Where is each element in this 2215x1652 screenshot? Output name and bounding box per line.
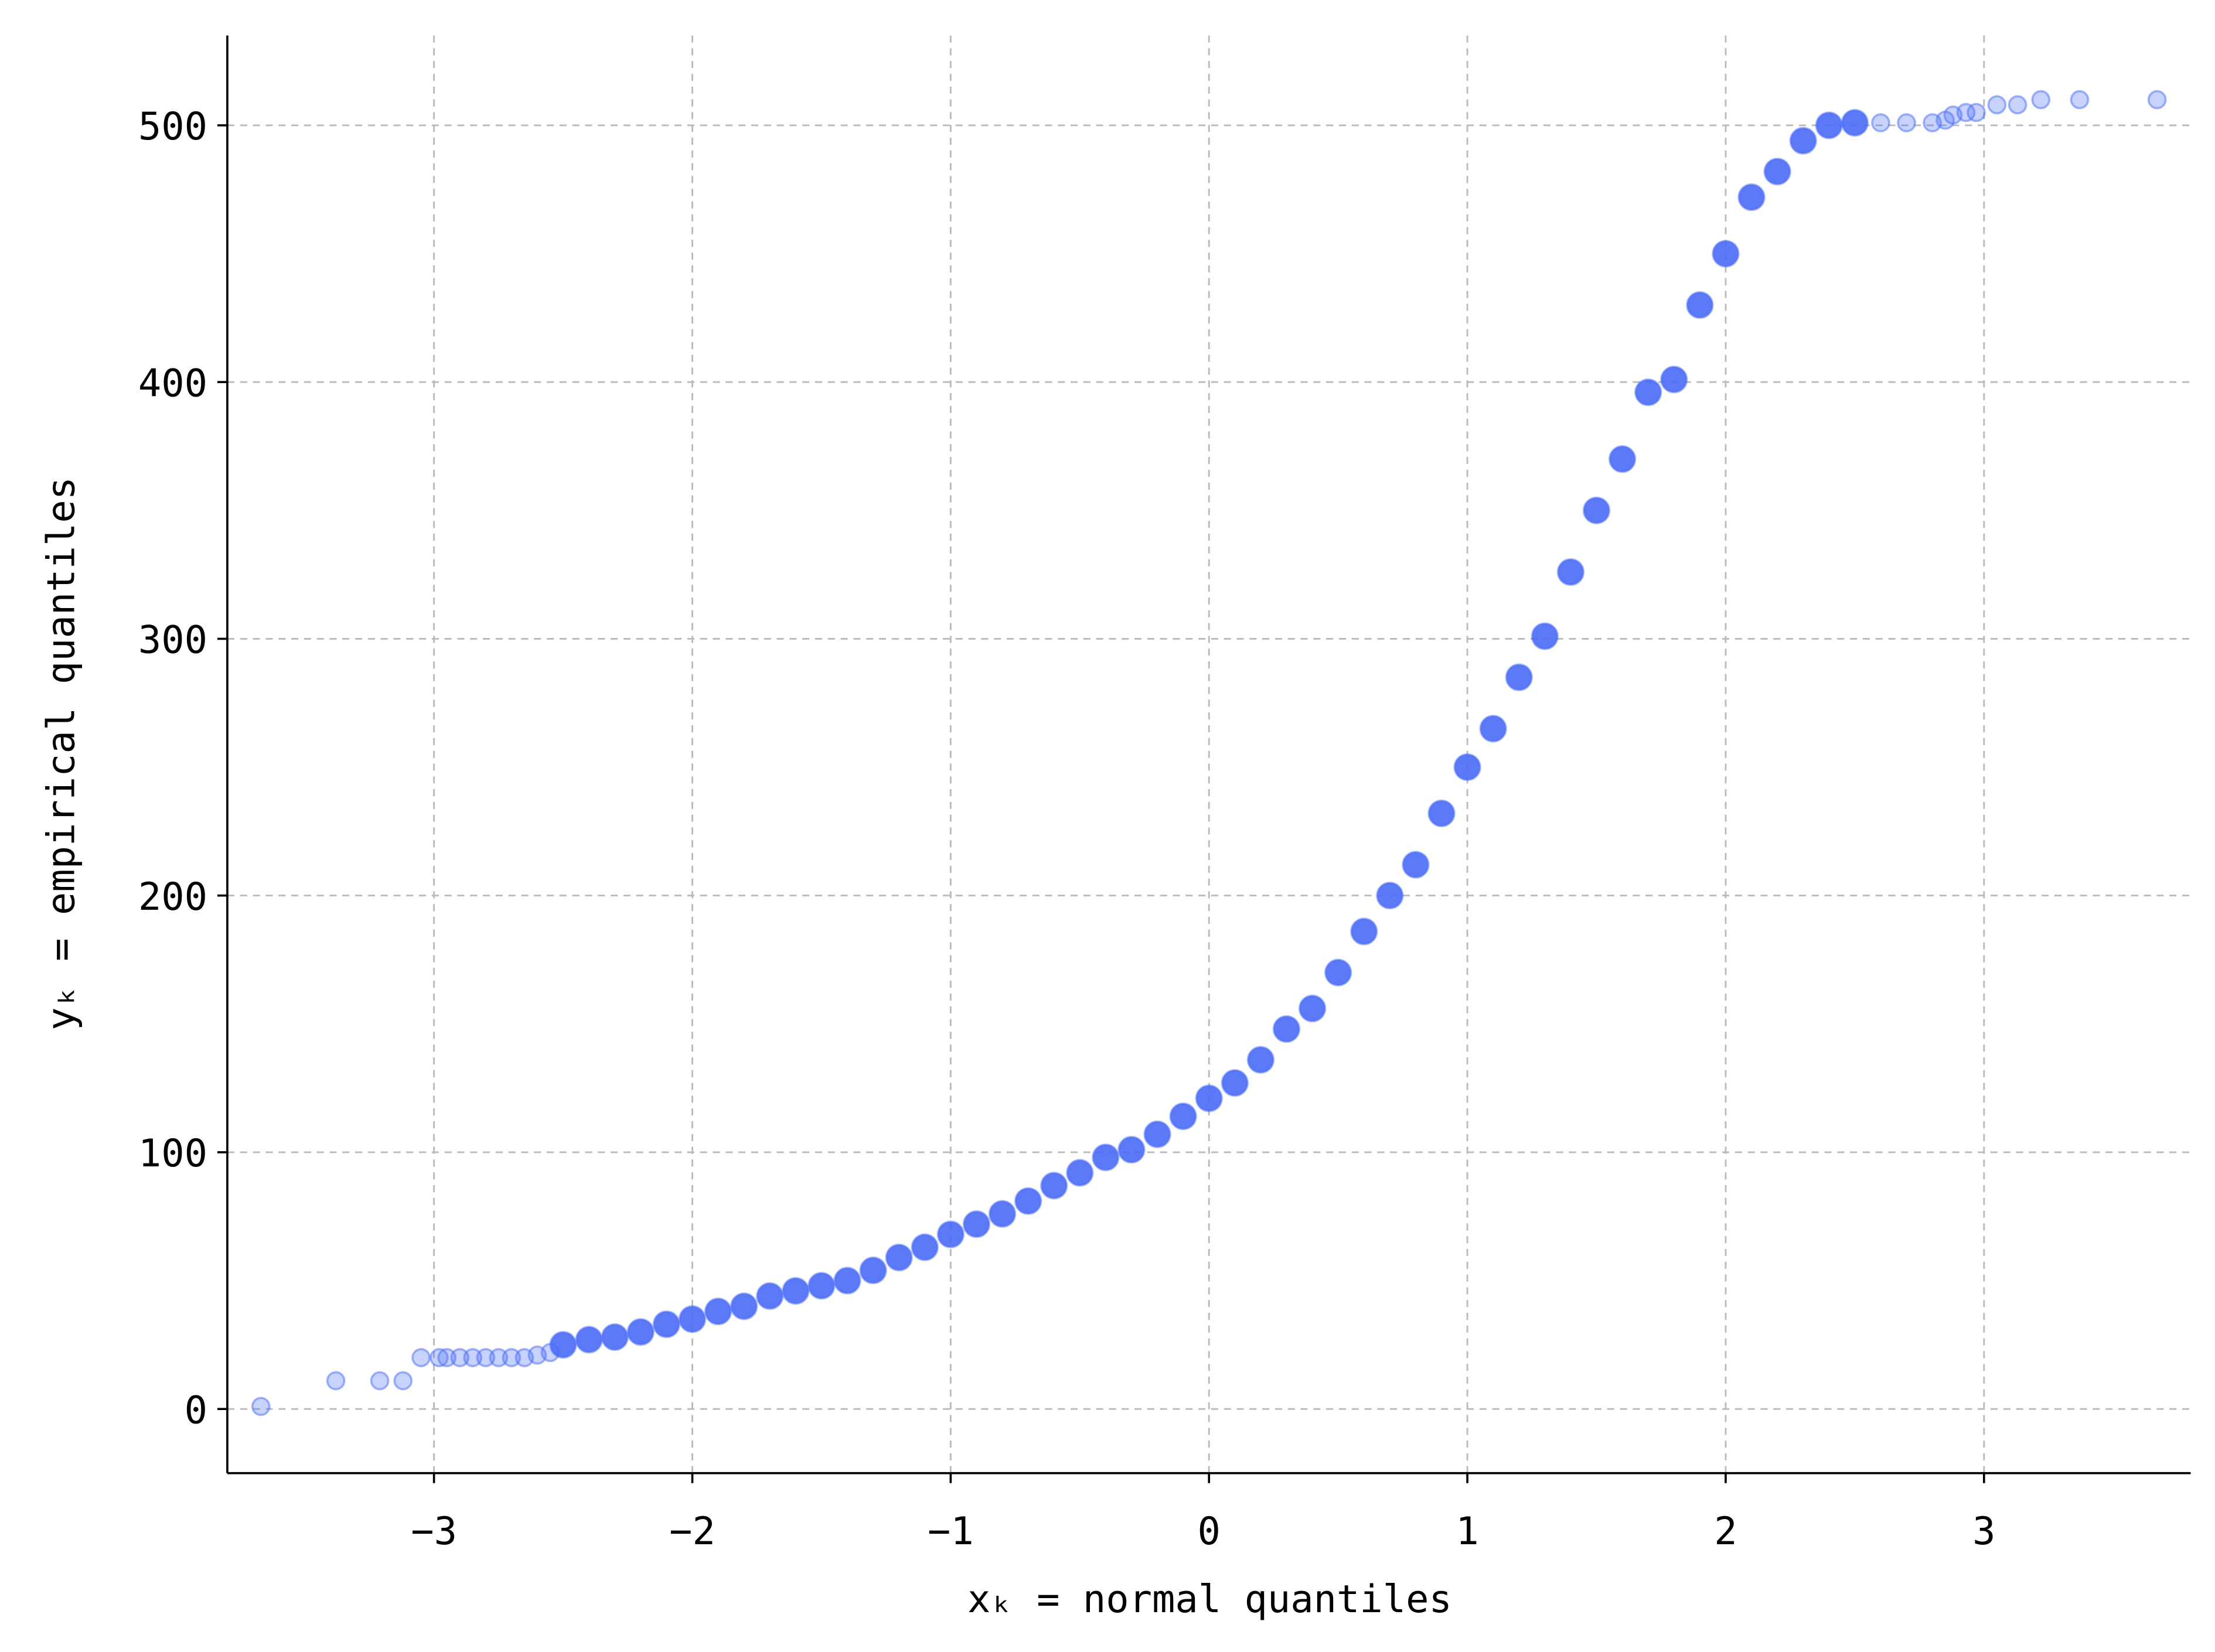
point	[1350, 917, 1378, 946]
point	[393, 1371, 413, 1391]
y-tick-label: 400	[138, 361, 207, 405]
point	[502, 1348, 522, 1367]
point	[1634, 378, 1662, 407]
point	[1117, 1135, 1146, 1164]
point	[1092, 1144, 1120, 1172]
point	[1815, 111, 1843, 139]
point	[1324, 958, 1352, 987]
point	[1195, 1084, 1223, 1112]
point	[463, 1348, 483, 1367]
point	[2070, 90, 2090, 110]
y-tick-label: 300	[138, 618, 207, 663]
x-tick-label: −1	[928, 1509, 974, 1554]
x-tick-label: 2	[1714, 1509, 1737, 1554]
point	[1453, 753, 1481, 781]
point	[962, 1210, 991, 1238]
point	[1660, 366, 1688, 394]
point	[1686, 291, 1714, 319]
point	[411, 1348, 431, 1367]
point	[1221, 1069, 1249, 1097]
point	[730, 1292, 758, 1320]
x-tick-label: 0	[1198, 1509, 1221, 1554]
point	[1763, 158, 1791, 186]
point	[1841, 108, 1869, 137]
point	[1143, 1120, 1171, 1148]
point	[575, 1326, 603, 1354]
point	[2008, 95, 2027, 115]
y-axis-label: yₖ = empirical quantiles	[39, 477, 83, 1030]
point	[1871, 113, 1890, 132]
point	[678, 1305, 707, 1333]
x-tick-label: 3	[1972, 1509, 1995, 1554]
point	[988, 1200, 1017, 1228]
point	[1298, 994, 1327, 1023]
point	[626, 1318, 655, 1346]
point	[1402, 851, 1430, 879]
point	[370, 1371, 390, 1391]
point	[1040, 1172, 1068, 1200]
point	[1956, 103, 1976, 122]
y-tick-label: 0	[185, 1388, 207, 1432]
point	[936, 1220, 965, 1248]
point	[1376, 882, 1404, 910]
point	[1505, 663, 1533, 691]
point	[326, 1371, 346, 1391]
point	[2031, 90, 2051, 110]
point	[911, 1233, 939, 1261]
x-tick-label: 1	[1456, 1509, 1478, 1554]
point	[601, 1323, 629, 1351]
x-axis-label: xₖ = normal quantiles	[967, 1577, 1452, 1622]
point	[1531, 622, 1559, 650]
point	[756, 1282, 784, 1310]
point	[489, 1348, 509, 1367]
point	[1582, 496, 1611, 524]
point	[1789, 127, 1817, 155]
point	[450, 1348, 470, 1367]
point	[652, 1310, 681, 1339]
point	[1967, 103, 1986, 122]
point	[1712, 240, 1740, 268]
point	[251, 1397, 271, 1417]
x-tick-label: −3	[411, 1509, 457, 1554]
y-tick-label: 200	[138, 875, 207, 919]
point	[1987, 95, 2007, 115]
point	[807, 1272, 836, 1300]
point	[1608, 445, 1637, 473]
point	[1737, 183, 1766, 211]
point	[859, 1256, 887, 1285]
point	[885, 1243, 913, 1272]
point	[1066, 1159, 1094, 1187]
point	[1897, 113, 1916, 132]
point	[1479, 715, 1507, 743]
point	[704, 1298, 732, 1326]
point	[437, 1348, 457, 1367]
point	[1427, 799, 1456, 828]
point	[2147, 90, 2167, 110]
point	[1246, 1046, 1275, 1074]
x-tick-label: −2	[669, 1509, 715, 1554]
point	[782, 1276, 810, 1305]
point	[1556, 558, 1585, 586]
point	[1272, 1015, 1301, 1043]
point	[1014, 1187, 1042, 1215]
point	[1169, 1102, 1197, 1131]
y-tick-label: 100	[138, 1131, 207, 1176]
y-tick-label: 500	[138, 104, 207, 149]
point	[476, 1348, 496, 1367]
point	[549, 1330, 577, 1359]
point	[833, 1267, 861, 1295]
